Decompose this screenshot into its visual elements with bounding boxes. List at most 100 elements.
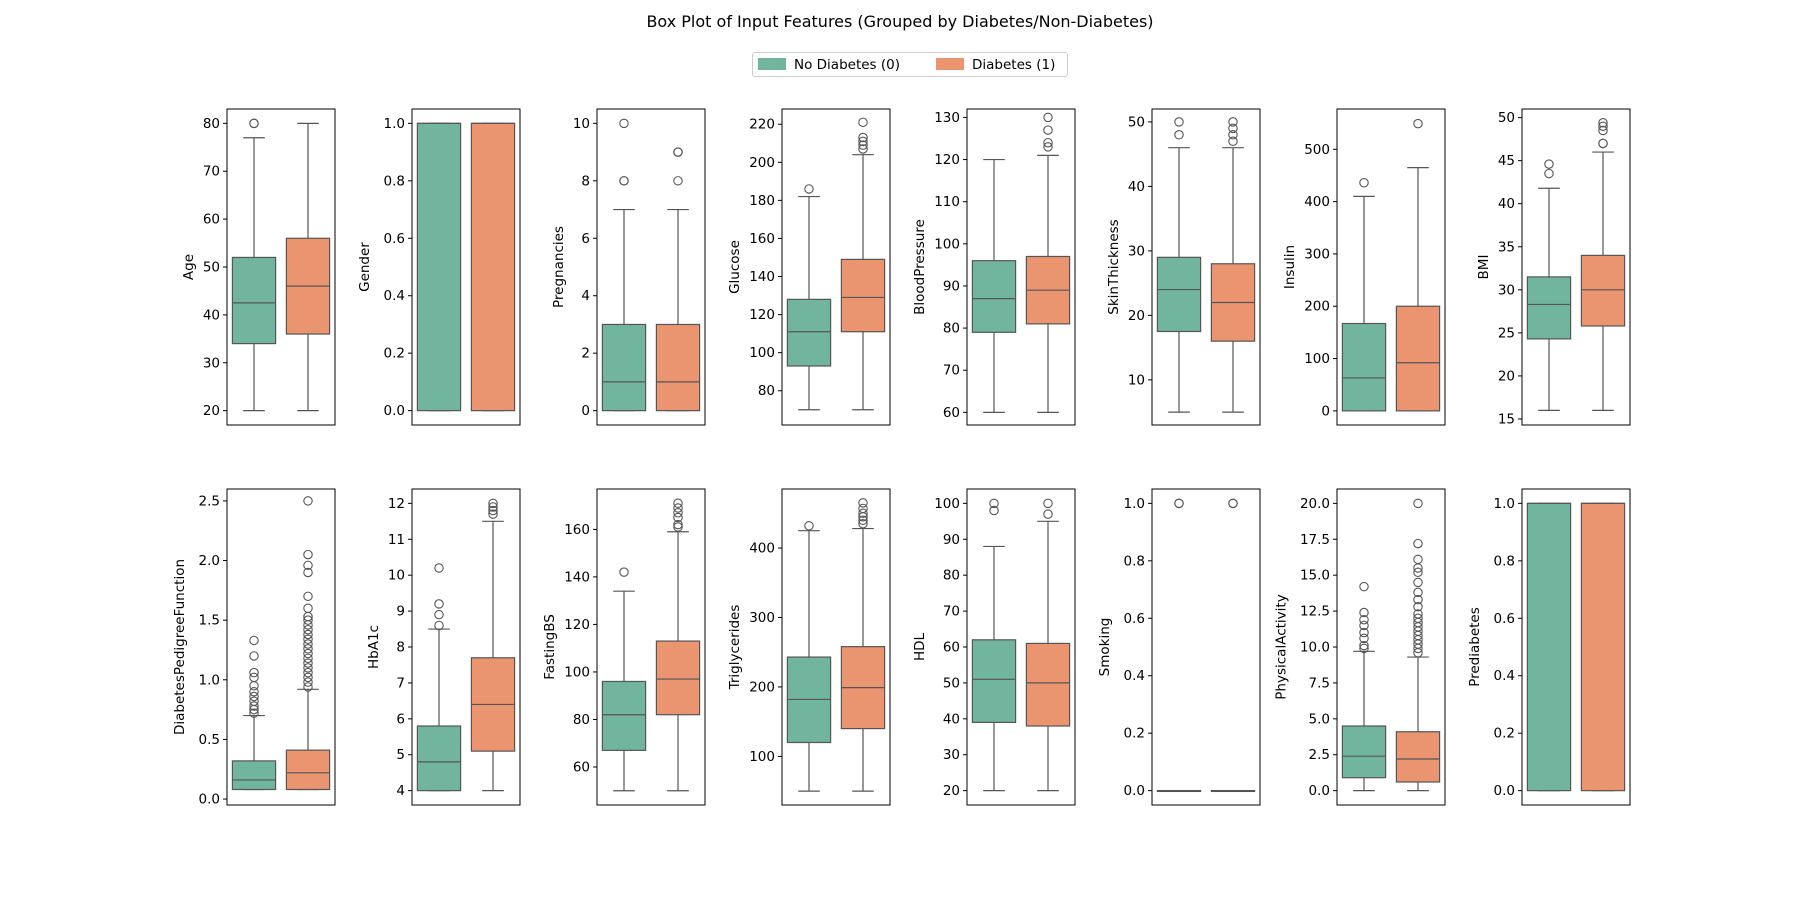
box-diabetes <box>655 640 701 716</box>
panel-insulin: 0 100 200 300 400 500 Insulin <box>1282 108 1446 426</box>
y-tick-label: 100 <box>564 664 590 680</box>
legend-item-diabetes: Diabetes (1) <box>936 57 1055 73</box>
y-tick-label: 80 <box>943 568 960 584</box>
y-axis-label: HbA1c <box>366 625 382 669</box>
y-tick-label: 40 <box>1498 196 1515 212</box>
outlier-diabetes <box>673 147 683 157</box>
y-tick-label: 400 <box>1304 194 1330 210</box>
box-diabetes <box>1395 305 1441 412</box>
y-tick-label: 20 <box>1498 368 1515 384</box>
panel-glucose: 80 100 120 140 160 180 200 220 Glucose <box>727 108 891 426</box>
panel-bloodpressure: 60 70 80 90 100 110 120 130 BloodPressure <box>912 108 1076 426</box>
y-tick-label: 2.5 <box>1309 747 1330 763</box>
outlier-diabetes <box>303 560 313 571</box>
y-tick-label: 20 <box>943 783 960 799</box>
y-tick-label: 0.8 <box>1494 553 1515 569</box>
outlier-diabetes <box>303 682 313 692</box>
box-no-diabetes <box>1526 276 1572 340</box>
outlier-no-diabetes <box>1359 614 1369 625</box>
outlier-diabetes <box>858 132 868 143</box>
panel-hba1c: 4 5 6 7 8 9 10 11 12 HbA1c <box>366 488 521 806</box>
outlier-no-diabetes <box>1544 159 1554 169</box>
panel-age: 20 30 40 50 60 70 80 Age <box>181 108 336 426</box>
y-axis-label: BloodPressure <box>912 219 928 315</box>
outlier-diabetes <box>303 629 313 640</box>
box-diabetes <box>285 749 331 791</box>
y-tick-label: 60 <box>943 640 960 656</box>
outlier-no-diabetes <box>1359 633 1369 644</box>
outlier-diabetes <box>1598 118 1608 128</box>
outlier-no-diabetes <box>1544 168 1554 179</box>
outlier-diabetes <box>858 503 868 514</box>
y-tick-label: 100 <box>934 236 960 252</box>
outlier-diabetes <box>303 634 313 644</box>
y-tick-label: 200 <box>1304 299 1330 315</box>
outlier-no-diabetes <box>434 563 444 573</box>
box-diabetes <box>1580 502 1626 792</box>
y-axis-label: SkinThickness <box>1106 219 1122 314</box>
outlier-diabetes <box>1413 567 1423 578</box>
outlier-diabetes <box>1413 609 1423 619</box>
outlier-no-diabetes <box>989 498 999 509</box>
y-axis-label: Pregnancies <box>551 226 567 308</box>
outlier-no-diabetes <box>804 184 814 194</box>
outlier-no-diabetes <box>804 521 814 531</box>
y-axis-label: PhysicalActivity <box>1274 594 1290 699</box>
outlier-diabetes <box>858 144 868 154</box>
box-no-diabetes <box>1526 502 1572 792</box>
y-tick-label: 70 <box>943 604 960 620</box>
y-tick-label: 200 <box>749 679 775 695</box>
y-tick-label: 120 <box>934 152 960 168</box>
y-tick-label: 15.0 <box>1300 568 1330 584</box>
outlier-diabetes <box>303 644 313 654</box>
y-tick-label: 40 <box>203 307 220 323</box>
y-tick-label: 0.0 <box>384 403 405 419</box>
outlier-diabetes <box>1413 554 1423 565</box>
chart-title: Box Plot of Input Features (Grouped by D… <box>646 12 1154 31</box>
y-tick-label: 50 <box>943 675 960 691</box>
outlier-no-diabetes <box>249 701 259 711</box>
y-tick-label: 220 <box>749 117 775 133</box>
y-tick-label: 12 <box>388 496 405 512</box>
outlier-no-diabetes <box>249 672 259 683</box>
y-tick-label: 0.4 <box>1124 668 1145 684</box>
outlier-diabetes <box>303 567 313 578</box>
outlier-diabetes <box>1413 577 1423 588</box>
panel-skinthickness: 10 20 30 40 50 SkinThickness <box>1106 108 1261 426</box>
outlier-diabetes <box>488 498 498 509</box>
outlier-diabetes <box>303 677 313 687</box>
legend-swatch-diabetes <box>936 58 964 70</box>
y-tick-label: 1.0 <box>1124 496 1145 512</box>
y-tick-label: 0.0 <box>199 792 220 808</box>
outlier-no-diabetes <box>1359 627 1369 638</box>
outlier-diabetes <box>303 648 313 659</box>
y-tick-label: 130 <box>934 110 960 126</box>
y-axis-label: Triglycerides <box>727 605 743 691</box>
axes-frame <box>411 108 521 426</box>
y-tick-label: 80 <box>758 383 775 399</box>
y-tick-label: 300 <box>1304 246 1330 262</box>
y-tick-label: 0.2 <box>384 346 405 362</box>
y-tick-label: 1.0 <box>1494 496 1515 512</box>
outlier-diabetes <box>303 658 313 668</box>
y-tick-label: 100 <box>749 345 775 361</box>
outlier-no-diabetes <box>1359 581 1369 592</box>
box-diabetes <box>1025 642 1071 727</box>
axes-frame <box>1521 488 1631 806</box>
y-tick-label: 80 <box>573 712 590 728</box>
outlier-diabetes <box>673 498 683 509</box>
y-tick-label: 35 <box>1498 239 1515 255</box>
box-no-diabetes <box>416 122 462 412</box>
panel-bmi: 15 20 25 30 35 40 45 50 BMI <box>1476 108 1631 427</box>
box-diabetes <box>1395 731 1441 783</box>
y-tick-label: 6 <box>581 231 590 247</box>
y-tick-label: 10.0 <box>1300 640 1330 656</box>
outlier-diabetes <box>1043 137 1053 148</box>
outlier-diabetes <box>1228 117 1238 127</box>
outlier-diabetes <box>303 549 313 560</box>
y-tick-label: 5.0 <box>1309 711 1330 727</box>
outlier-no-diabetes <box>249 635 259 646</box>
y-tick-label: 30 <box>203 355 220 371</box>
y-tick-label: 0.6 <box>1494 611 1515 627</box>
y-tick-label: 1.0 <box>199 672 220 688</box>
